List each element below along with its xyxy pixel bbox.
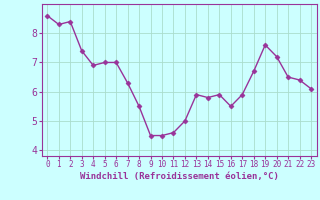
X-axis label: Windchill (Refroidissement éolien,°C): Windchill (Refroidissement éolien,°C): [80, 172, 279, 181]
